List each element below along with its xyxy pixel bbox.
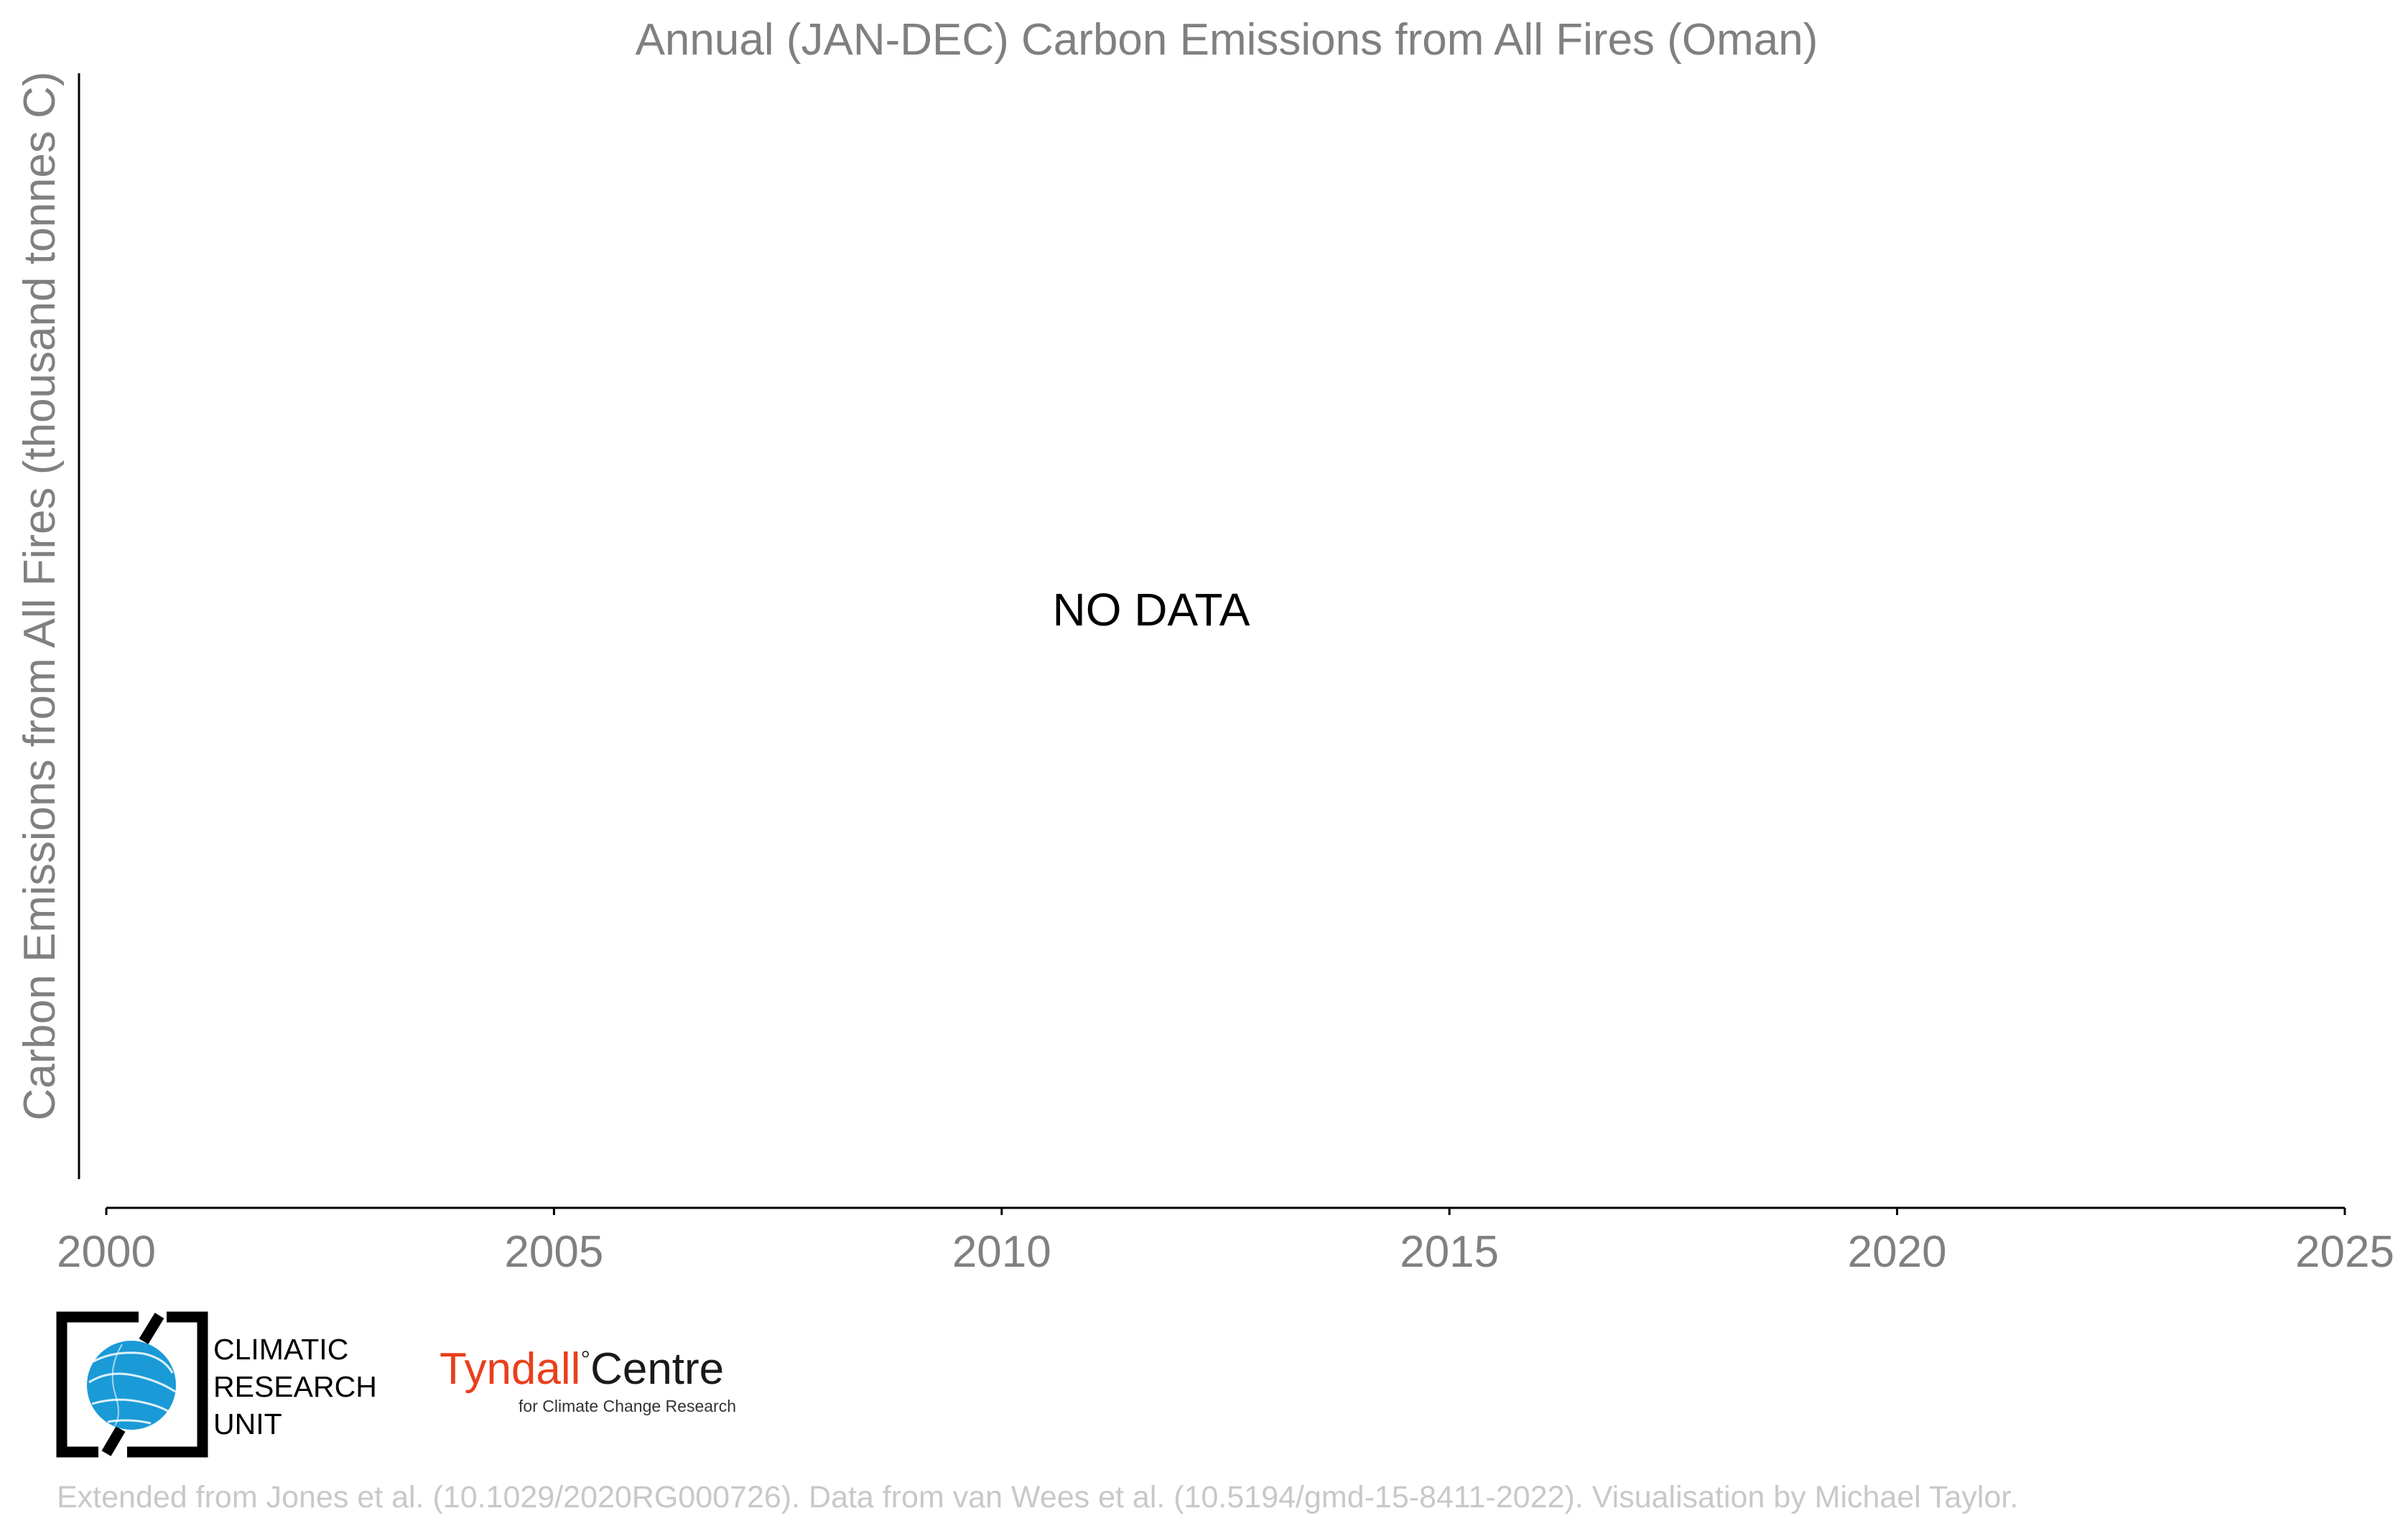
tyndall-logo-centre: Centre <box>590 1344 724 1394</box>
x-tick-label: 2005 <box>504 1227 603 1277</box>
cru-logo-slash-top <box>139 1313 164 1344</box>
x-tick-label: 2010 <box>952 1227 1051 1277</box>
cru-logo-line1: CLIMATIC <box>213 1333 348 1366</box>
x-tick-label: 2015 <box>1400 1227 1499 1277</box>
footer-credit: Extended from Jones et al. (10.1029/2020… <box>57 1480 2018 1514</box>
tyndall-logo-subtitle: for Climate Change Research <box>519 1397 736 1415</box>
tyndall-logo: Tyndall°Centre for Climate Change Resear… <box>440 1344 736 1415</box>
x-tick-label: 2020 <box>1848 1227 1947 1277</box>
globe-icon <box>87 1341 176 1430</box>
cru-logo-line3: UNIT <box>213 1407 282 1441</box>
cru-logo-line2: RESEARCH <box>213 1370 377 1403</box>
x-tick-label: 2025 <box>2295 1227 2394 1277</box>
tyndall-logo-title: Tyndall°Centre <box>440 1344 724 1394</box>
chart-title: Annual (JAN-DEC) Carbon Emissions from A… <box>636 15 1818 65</box>
x-axis-ticks: 2000 2005 2010 2015 2020 2025 <box>57 1208 2394 1277</box>
x-tick-label: 2000 <box>57 1227 156 1277</box>
cru-logo-slash-bottom <box>101 1426 126 1456</box>
cru-logo: CLIMATIC RESEARCH UNIT <box>56 1311 377 1458</box>
no-data-annotation: NO DATA <box>1053 584 1250 636</box>
tyndall-logo-degree: ° <box>580 1346 590 1374</box>
tyndall-logo-name: Tyndall <box>440 1344 580 1394</box>
y-axis-label: Carbon Emissions from All Fires (thousan… <box>15 71 65 1120</box>
cru-logo-frame <box>56 1311 208 1458</box>
